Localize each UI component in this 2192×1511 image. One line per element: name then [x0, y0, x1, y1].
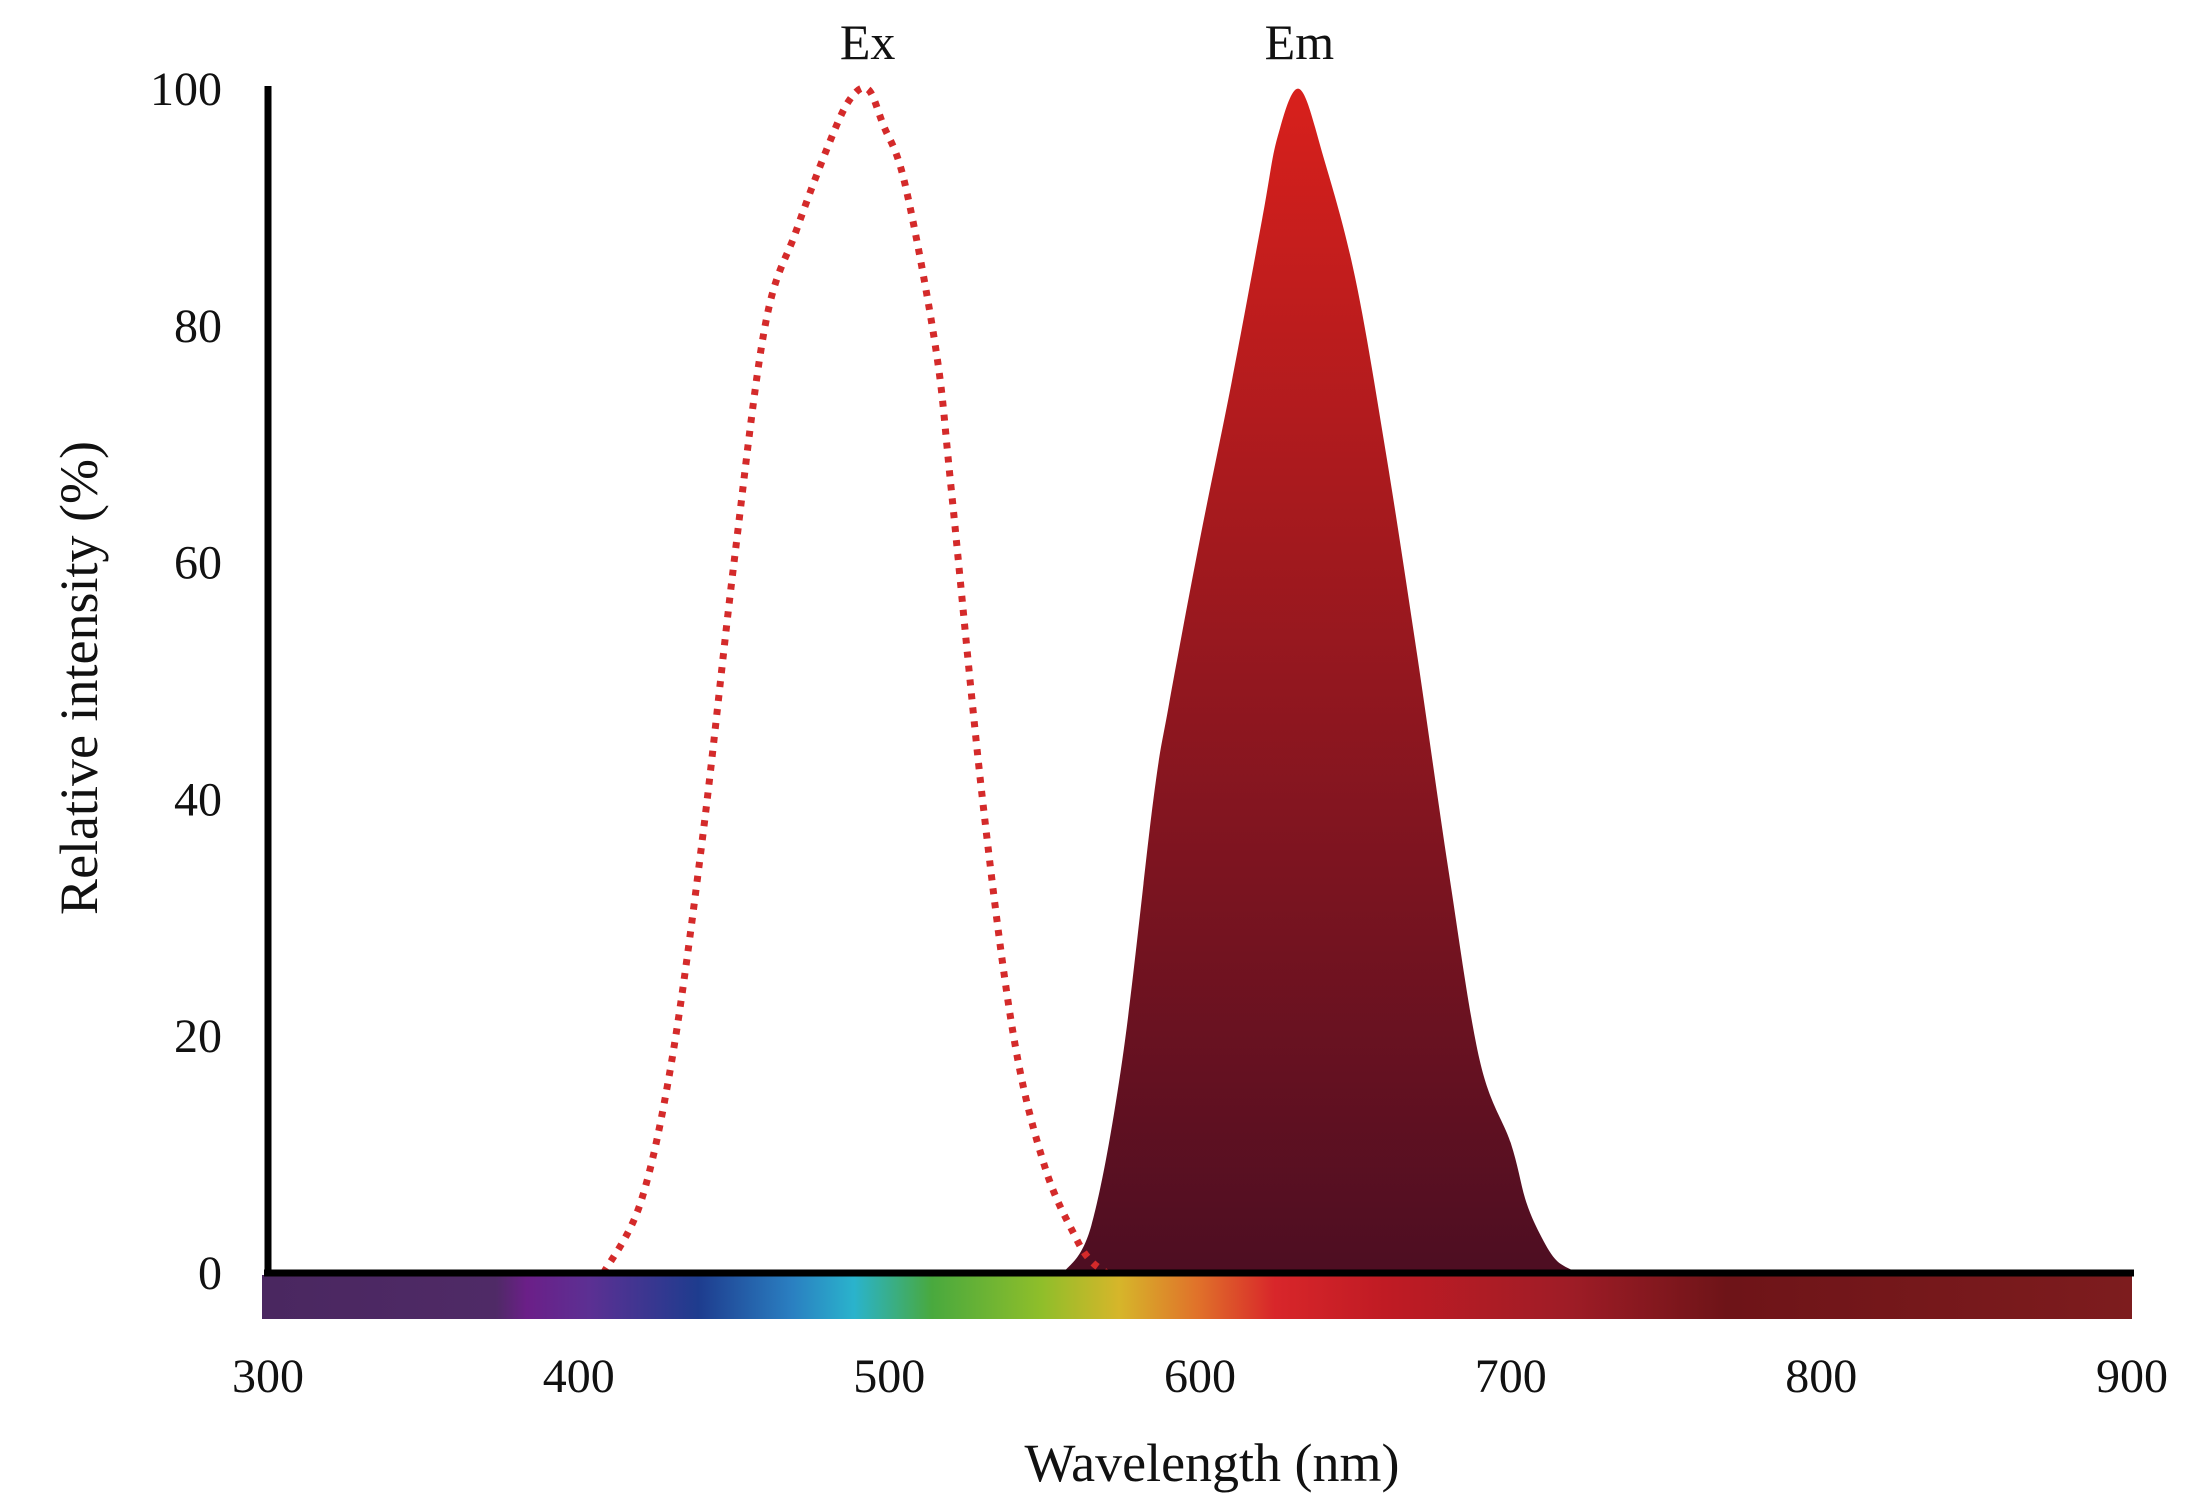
y-tick-label: 0	[198, 1247, 222, 1300]
x-tick-labels: 300 400 500 600 700 800 900	[232, 1350, 2168, 1403]
x-tick-label: 600	[1164, 1350, 1236, 1403]
y-tick-label: 100	[150, 63, 222, 116]
ex-line	[600, 84, 1109, 1276]
em-series-label: Em	[1265, 14, 1335, 70]
ex-series-label: Ex	[840, 14, 896, 70]
y-tick-label: 80	[174, 300, 222, 353]
x-axis-title: Wavelength (nm)	[1024, 1433, 1399, 1493]
y-tick-labels: 0 20 40 60 80 100	[150, 63, 222, 1300]
x-tick-label: 800	[1785, 1350, 1857, 1403]
y-tick-label: 20	[174, 1010, 222, 1063]
y-axis-title: Relative intensity (%)	[49, 441, 109, 915]
spectrum-bar	[262, 1275, 2132, 1319]
x-tick-label: 500	[853, 1350, 925, 1403]
x-tick-label: 900	[2096, 1350, 2168, 1403]
x-tick-label: 300	[232, 1350, 304, 1403]
y-tick-label: 60	[174, 537, 222, 590]
y-tick-label: 40	[174, 773, 222, 826]
x-tick-label: 400	[543, 1350, 615, 1403]
em-area	[1063, 88, 1579, 1273]
x-tick-label: 700	[1475, 1350, 1547, 1403]
